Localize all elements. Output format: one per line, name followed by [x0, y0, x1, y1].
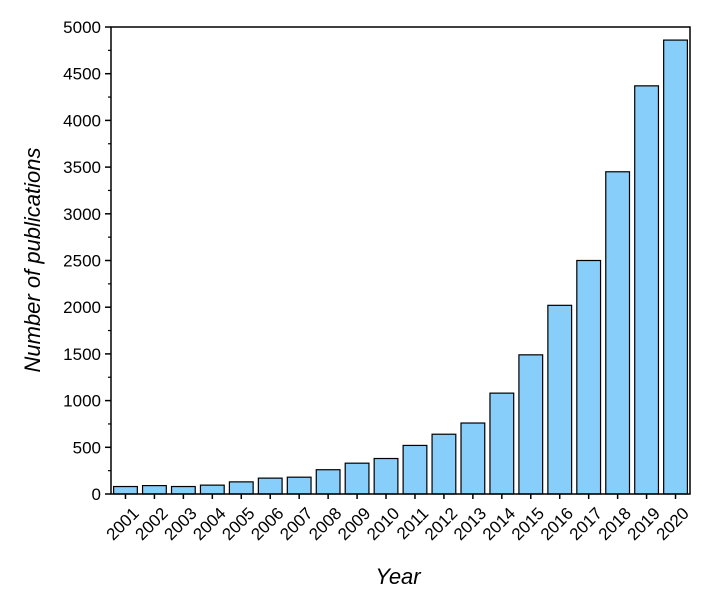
bar-2003 [170, 485, 196, 495]
bar-2016 [547, 304, 573, 495]
x-tick-label: 2016 [537, 504, 577, 544]
y-tick-label: 4500 [63, 65, 101, 84]
y-tick-label: 1000 [63, 392, 101, 411]
bar-2005 [228, 481, 254, 495]
x-axis-title: Year [375, 564, 422, 589]
bar-2017 [576, 259, 602, 495]
x-tick-label: 2005 [218, 504, 258, 544]
x-tick-label: 2013 [450, 504, 490, 544]
plot-frame [110, 26, 691, 495]
x-tick-label: 2002 [132, 504, 172, 544]
bar-2010 [373, 457, 399, 495]
bar-2020 [663, 39, 688, 495]
bars-layer [113, 39, 688, 495]
bar-2008 [315, 469, 341, 495]
y-tick-label: 500 [73, 438, 101, 457]
y-tick-label: 4000 [63, 111, 101, 130]
y-tick-label: 3000 [63, 205, 101, 224]
x-tick-label: 2009 [334, 504, 374, 544]
x-tick-label: 2014 [479, 504, 519, 544]
x-tick-label: 2003 [161, 504, 201, 544]
bar-2015 [518, 354, 544, 495]
y-tick-label: 2500 [63, 252, 101, 271]
bar-2002 [141, 484, 167, 495]
x-tick-label: 2020 [653, 504, 693, 544]
x-tick-label: 2012 [421, 504, 461, 544]
bar-2006 [257, 477, 283, 495]
x-tick-label: 2019 [624, 504, 664, 544]
y-tick-label: 3500 [63, 158, 101, 177]
x-tick-label: 2017 [566, 504, 606, 544]
y-axis-title: Number of publications [20, 147, 45, 372]
y-tick-label: 1500 [63, 345, 101, 364]
y-tick-label: 2000 [63, 298, 101, 317]
axes-layer [105, 26, 691, 499]
bar-2011 [402, 444, 428, 495]
y-tick-label: 5000 [63, 18, 101, 37]
y-tick-label: 0 [92, 485, 101, 504]
bar-2012 [431, 433, 457, 495]
x-tick-label: 2015 [508, 504, 548, 544]
bar-2009 [344, 462, 370, 495]
bar-2007 [286, 476, 312, 495]
bar-2019 [634, 85, 660, 495]
x-tick-label: 2018 [595, 504, 635, 544]
bar-2004 [199, 484, 225, 495]
bar-2018 [605, 171, 631, 495]
x-tick-label: 2004 [189, 504, 229, 544]
x-tick-label: 2001 [103, 504, 143, 544]
x-tick-label: 2007 [276, 504, 316, 544]
bar-2001 [113, 485, 138, 495]
bar-2014 [489, 392, 515, 495]
x-tick-label: 2010 [363, 504, 403, 544]
bar-2013 [460, 422, 486, 495]
x-tick-label: 2006 [247, 504, 287, 544]
x-tick-label: 2008 [305, 504, 345, 544]
